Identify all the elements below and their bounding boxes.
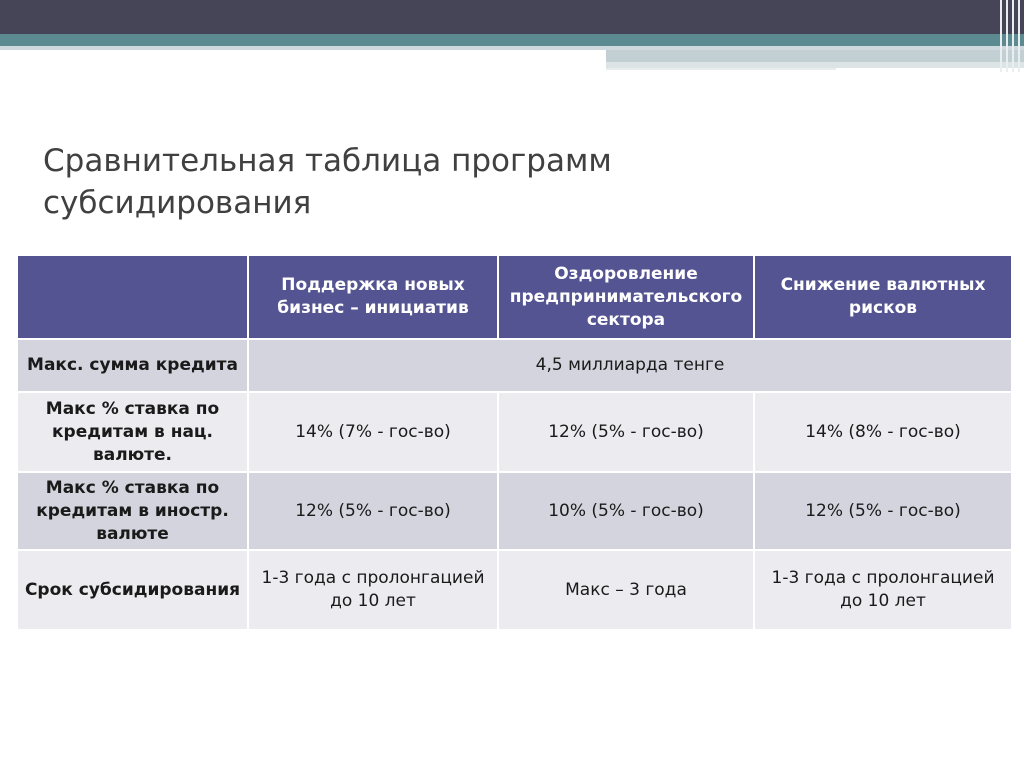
decor-thin-line [606,68,836,70]
row-label: Срок субсидирования [16,549,249,631]
table-row: Макс. сумма кредита 4,5 миллиарда тенге [16,338,1013,393]
table-cell: 1-3 года с пролонгацией до 10 лет [753,549,1013,631]
header-new-business: Поддержка новых бизнес – инициатив [247,254,499,340]
row-label: Макс % ставка по кредитам в иностр. валю… [16,471,249,551]
row-label: Макс % ставка по кредитам в нац. валюте. [16,391,249,473]
table-cell: 12% (5% - гос-во) [753,471,1013,551]
table-cell: 1-3 года с пролонгацией до 10 лет [247,549,499,631]
header-currency-risk: Снижение валютных рисков [753,254,1013,340]
top-accent-bar [0,34,1024,46]
table-cell: 14% (7% - гос-во) [247,391,499,473]
row-label: Макс. сумма кредита [16,338,249,393]
decor-step-bar [606,50,1024,62]
table-row: Макс % ставка по кредитам в иностр. валю… [16,471,1013,551]
table-cell: 10% (5% - гос-во) [497,471,755,551]
table-cell: 12% (5% - гос-во) [497,391,755,473]
header-recovery-sector: Оздоровление предпринимательского сектор… [497,254,755,340]
header-corner-cell [16,254,249,340]
table-cell: Макс – 3 года [497,549,755,631]
slide-title: Сравнительная таблица программ субсидиро… [43,143,612,221]
decor-vertical-stripes [994,0,1024,72]
table-header-row: Поддержка новых бизнес – инициатив Оздор… [16,254,1013,340]
table-row: Макс % ставка по кредитам в нац. валюте.… [16,391,1013,473]
decor-step-bar-2 [606,62,1024,68]
table-row: Срок субсидирования 1-3 года с пролонгац… [16,549,1013,631]
top-light-bar [0,46,1024,50]
merged-cell: 4,5 миллиарда тенге [247,338,1013,393]
top-decor-bar [0,0,1024,34]
table-cell: 12% (5% - гос-во) [247,471,499,551]
table-cell: 14% (8% - гос-во) [753,391,1013,473]
comparison-table: Поддержка новых бизнес – инициатив Оздор… [16,254,1013,631]
